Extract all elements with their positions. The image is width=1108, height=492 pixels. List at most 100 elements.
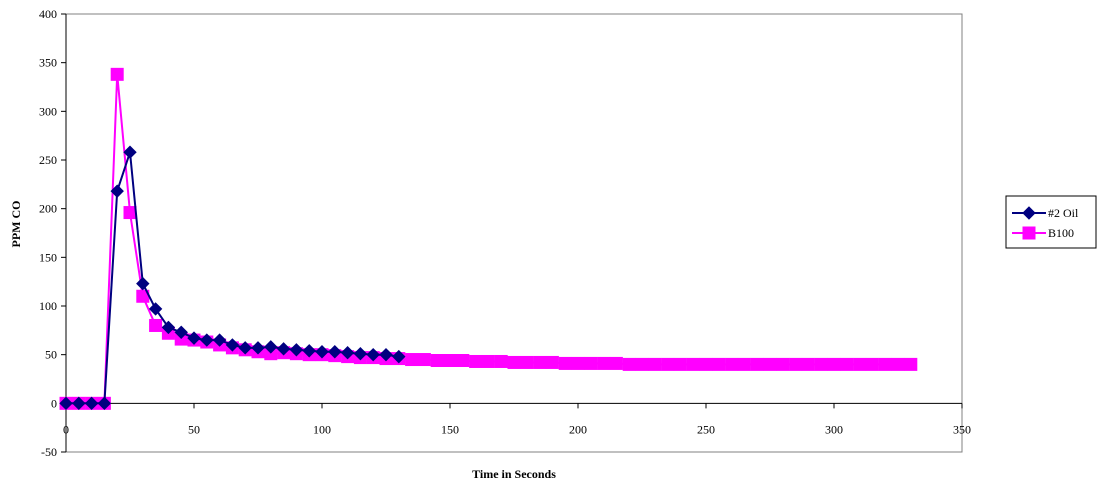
data-point-2-oil (379, 347, 393, 362)
data-point-2-oil (264, 340, 278, 354)
x-tick-label: 50 (188, 422, 200, 436)
y-axis-title: PPM CO (9, 201, 23, 248)
data-point-b100 (814, 357, 828, 371)
data-point-b100 (712, 357, 726, 371)
data-point-b100 (417, 353, 431, 367)
data-point-2-oil (353, 346, 368, 361)
data-point-b100 (597, 356, 611, 370)
data-point-b100 (123, 206, 137, 220)
data-point-b100 (904, 357, 918, 371)
data-point-b100 (494, 354, 508, 368)
plot-frame (65, 13, 963, 453)
y-tick-label: 250 (39, 153, 57, 167)
legend-box (1005, 195, 1097, 249)
y-tick-label: 0 (51, 396, 57, 410)
data-point-b100 (699, 357, 713, 371)
data-point-b100 (430, 354, 444, 368)
data-point-2-oil (84, 396, 99, 411)
x-tick-label: 250 (697, 422, 715, 436)
legend-label-2-oil: #2 Oil (1048, 206, 1079, 220)
data-point-b100 (737, 357, 751, 371)
data-point-2-oil (148, 302, 163, 316)
data-point-b100 (609, 356, 623, 370)
data-point-2-oil (59, 396, 73, 411)
data-point-2-oil (187, 331, 201, 345)
data-point-2-oil (110, 184, 124, 198)
data-point-b100 (481, 354, 495, 368)
data-point-2-oil (251, 341, 265, 355)
data-point-b100 (635, 357, 649, 371)
data-point-2-oil (174, 325, 188, 339)
data-point-b100 (571, 356, 585, 370)
y-tick-label: 300 (39, 104, 57, 118)
x-axis-title: Time in Seconds (472, 467, 556, 481)
data-point-b100 (545, 355, 559, 369)
data-point-b100 (648, 357, 662, 371)
y-tick-label: 400 (39, 7, 57, 21)
data-point-2-oil (392, 349, 406, 364)
x-tick-label: 200 (569, 422, 587, 436)
data-point-2-oil (225, 338, 240, 352)
data-point-2-oil (212, 333, 227, 347)
data-point-2-oil (97, 396, 112, 411)
data-point-2-oil (328, 345, 342, 359)
data-point-b100 (853, 357, 867, 371)
data-point-b100 (584, 356, 598, 370)
data-point-b100 (558, 356, 572, 370)
data-point-b100 (520, 355, 534, 369)
y-tick-label: -50 (41, 445, 57, 459)
data-point-b100 (776, 357, 790, 371)
data-point-2-oil (302, 344, 316, 358)
data-point-b100 (661, 357, 675, 371)
data-point-b100 (891, 357, 905, 371)
data-point-b100 (865, 357, 879, 371)
x-tick-label: 0 (63, 422, 69, 436)
legend-marker-b100 (1022, 226, 1036, 240)
data-point-2-oil (238, 341, 252, 355)
data-point-2-oil (315, 345, 329, 359)
x-tick-label: 150 (441, 422, 459, 436)
x-tick-label: 300 (825, 422, 843, 436)
data-point-2-oil (366, 347, 380, 362)
data-point-b100 (840, 357, 854, 371)
legend: #2 Oil B100 (1005, 195, 1097, 249)
data-point-2-oil (136, 276, 150, 291)
data-point-b100 (110, 67, 124, 81)
y-tick-label: 200 (39, 202, 57, 216)
data-point-b100 (827, 357, 841, 371)
plot-area: -50 0 50 100 150 200 250 300 350 400 0 50 100 150 200 2… (39, 7, 971, 459)
x-tick-label: 100 (313, 422, 331, 436)
data-point-b100 (750, 357, 764, 371)
data-point-b100 (725, 357, 739, 371)
y-tick-label: 150 (39, 250, 57, 264)
data-point-b100 (789, 357, 803, 371)
data-point-b100 (149, 318, 163, 332)
x-tick-label: 350 (953, 422, 971, 436)
legend-label-b100: B100 (1048, 226, 1074, 240)
data-point-2-oil (72, 396, 86, 411)
data-point-b100 (622, 357, 636, 371)
data-point-b100 (533, 355, 547, 369)
data-point-b100 (801, 357, 815, 371)
legend-marker-2-oil (1022, 206, 1036, 220)
data-point-b100 (507, 355, 521, 369)
y-tick-label: 50 (45, 348, 57, 362)
data-point-b100 (443, 354, 457, 368)
data-point-2-oil (340, 346, 355, 360)
data-point-2-oil (289, 343, 304, 357)
data-point-b100 (456, 354, 470, 368)
y-tick-label: 350 (39, 56, 57, 70)
data-point-b100 (878, 357, 892, 371)
data-point-b100 (763, 357, 777, 371)
data-point-2-oil (200, 333, 214, 347)
data-point-b100 (469, 354, 483, 368)
y-tick-label: 100 (39, 299, 57, 313)
data-point-2-oil (161, 320, 176, 335)
data-point-b100 (673, 357, 687, 371)
series-line-b100 (66, 73, 911, 405)
data-point-2-oil (276, 342, 291, 356)
data-point-b100 (686, 357, 700, 371)
data-point-b100 (405, 353, 419, 367)
data-point-2-oil (123, 145, 137, 159)
